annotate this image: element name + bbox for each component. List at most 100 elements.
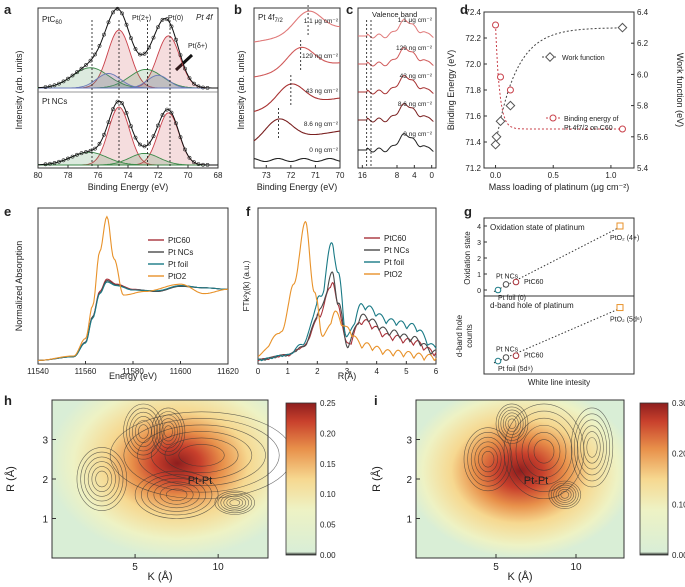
contour-line: [150, 431, 253, 480]
panel-d: d 0.0 0.5 1.0 71.2 71.4 71.6 71.8 72.0 72.2 72.4 5…: [446, 2, 685, 192]
panel-letter-a: a: [4, 2, 12, 17]
contour-line: [502, 412, 522, 435]
contour-line: [558, 488, 572, 501]
x-tick-label: 4: [374, 367, 379, 376]
data-point: [201, 162, 205, 167]
x-tick-label: 3: [345, 367, 350, 376]
data-point: [124, 22, 129, 27]
y2-tick-label: 5.8: [637, 102, 649, 111]
contour-line: [470, 436, 506, 482]
peak-label-pt4f: Pt 4f: [196, 13, 213, 22]
colorbar-tick-label: 0.00: [672, 551, 685, 560]
y-tick-label: 71.2: [465, 164, 481, 173]
panel-a-xticks: 80 78 76 74 72 70 68: [34, 165, 223, 180]
data-point: [129, 124, 133, 129]
colorbar-tick-label: 0.10: [672, 500, 685, 509]
contour-line: [165, 488, 188, 501]
ylabel-g-bottom-2: counts: [465, 324, 474, 348]
y-tick-label: 71.6: [465, 112, 481, 121]
data-point: [192, 81, 196, 86]
data-point: [61, 79, 66, 84]
data-point: [43, 85, 48, 90]
x-tick-label: 80: [34, 171, 43, 180]
contour-line: [135, 420, 152, 444]
data-point: [88, 148, 93, 153]
x-tick-label: 1: [285, 367, 290, 376]
ft-line: [257, 271, 436, 361]
wf-marker: [505, 100, 516, 111]
panel-letter-c: c: [346, 2, 353, 17]
legend-be-marker: [549, 114, 557, 122]
spectrum-line: [253, 46, 341, 78]
x-tick-label: 1.0: [605, 171, 617, 180]
x-tick-label: 70: [336, 171, 345, 180]
contour-line: [153, 481, 200, 509]
data-point: [48, 84, 52, 89]
x-tick-label: 11580: [122, 367, 144, 376]
xanes-line: [38, 281, 228, 361]
panel-d-axes: 0.0 0.5 1.0 71.2 71.4 71.6 71.8 72.0 72.2 72.4 5.4…: [465, 8, 648, 180]
contour-line: [515, 417, 573, 485]
point-label: Pt NCs: [496, 347, 519, 354]
data-point: [84, 63, 88, 67]
contour-line: [161, 421, 176, 442]
data-point: [79, 151, 84, 156]
legend-label: PtO2: [168, 272, 187, 281]
panel-g-marks: 0 1 2 3 4 Pt foil (0) Pt NCs PtC60 PtO₂ (4+) Pt f…: [477, 222, 642, 373]
data-point: [151, 35, 156, 40]
panel-i-colorbar-ticks: 0.30 0.20 0.10 0.00: [672, 399, 685, 560]
panel-f-xticks: 0 1 2 3 4 5 6: [256, 361, 439, 376]
y-tick-label: 3: [477, 240, 481, 247]
curve-label: 0 ng cm⁻²: [309, 147, 339, 154]
be-marker: [497, 73, 504, 81]
data-point: [192, 160, 196, 165]
data-point: [196, 84, 201, 89]
contour-line: [217, 492, 252, 514]
data-point: [120, 11, 124, 16]
panel-h-ticks: 5 10 1 2 3: [42, 436, 224, 574]
data-point: [70, 73, 75, 78]
y-tick-label: 2: [42, 475, 48, 486]
contour-line: [223, 495, 247, 510]
x-tick-label: 0: [256, 367, 261, 376]
x-tick-label: 73: [262, 171, 271, 180]
contour-line: [474, 441, 502, 477]
contour-line: [577, 419, 607, 476]
data-point: [93, 52, 97, 57]
panel-b: b Pt 4f7/2 1.1 μg cm⁻² 129 ng cm⁻² 43 ng c…: [234, 2, 345, 192]
contour-line: [141, 474, 213, 516]
colorbar-tick-label: 0.00: [320, 551, 336, 560]
y2-tick-label: 5.6: [637, 133, 649, 142]
y2-tick-label: 6.0: [637, 70, 649, 79]
data-point: [156, 123, 160, 128]
xlabel-a: Binding Energy (eV): [88, 182, 169, 192]
x-tick-label: 71: [311, 171, 320, 180]
ylabel-g-top: Oxidation state: [463, 231, 472, 285]
x-tick-label: 68: [214, 171, 223, 180]
xlabel-f: R(Å): [338, 371, 357, 381]
legend-label: Pt NCs: [384, 246, 409, 255]
contour-line: [553, 484, 577, 505]
point-marker: [512, 278, 520, 286]
label-ptc60-a: PtC60: [42, 15, 63, 26]
colorbar-i: [639, 402, 669, 556]
trend-line: [493, 307, 623, 364]
curve-label: 0 ng cm⁻²: [403, 131, 433, 138]
ylabel-g-bottom-1: d-band hole: [455, 314, 464, 357]
ylabel-left-d: Binding Energy (eV): [446, 50, 456, 131]
y2-tick-label: 6.4: [637, 8, 649, 17]
x-tick-label: 5: [493, 562, 499, 573]
wf-marker: [617, 22, 628, 33]
legend-label: Pt NCs: [168, 248, 193, 257]
data-point: [48, 161, 52, 166]
x-tick-label: 5: [132, 562, 138, 573]
x-tick-label: 11560: [75, 367, 97, 376]
x-tick-label: 72: [154, 171, 163, 180]
contour-line: [84, 456, 120, 502]
y-tick-label: 72.4: [465, 8, 481, 17]
curve-label: 8.6 ng cm⁻²: [304, 121, 339, 128]
data-point: [111, 107, 115, 112]
